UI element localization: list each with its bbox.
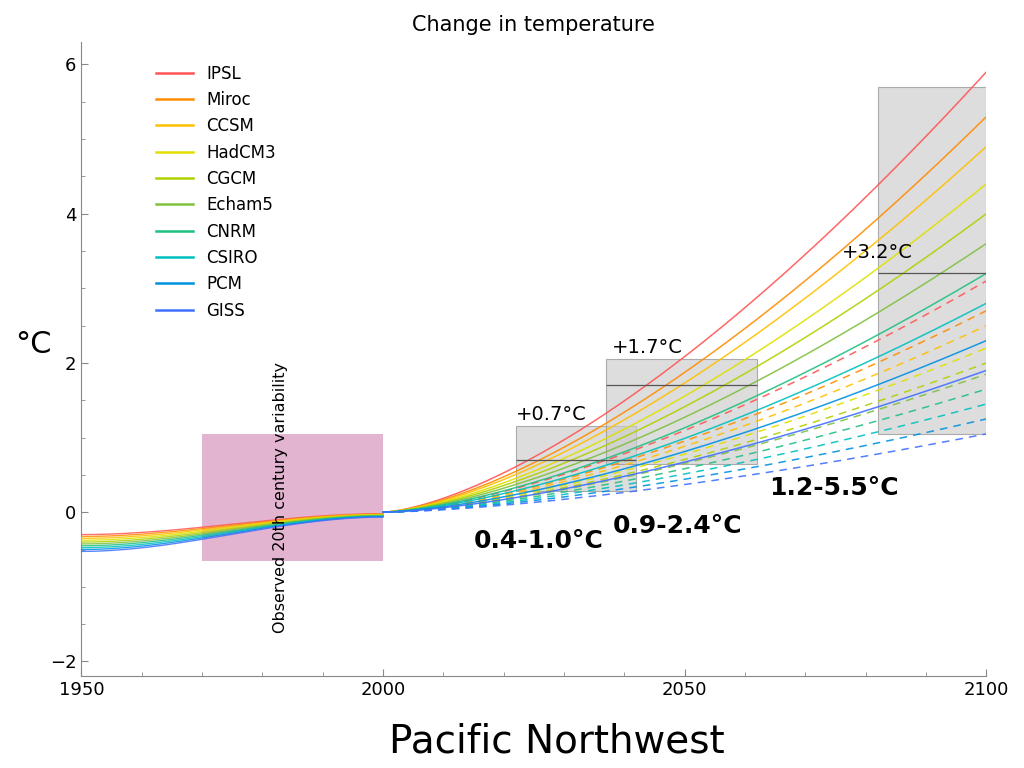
Text: 0.9-2.4°C: 0.9-2.4°C xyxy=(612,514,742,538)
Bar xyxy=(202,434,383,561)
Y-axis label: °C: °C xyxy=(15,330,51,359)
Text: +0.7°C: +0.7°C xyxy=(516,406,587,424)
Text: Pacific Northwest: Pacific Northwest xyxy=(389,723,725,760)
Title: Change in temperature: Change in temperature xyxy=(413,15,655,35)
Bar xyxy=(516,426,636,492)
Bar xyxy=(606,359,757,464)
Text: +3.2°C: +3.2°C xyxy=(842,243,912,262)
Text: Observed 20th century variability: Observed 20th century variability xyxy=(273,362,288,633)
Legend: IPSL, Miroc, CCSM, HadCM3, CGCM, Echam5, CNRM, CSIRO, PCM, GISS: IPSL, Miroc, CCSM, HadCM3, CGCM, Echam5,… xyxy=(150,58,283,326)
Text: 1.2-5.5°C: 1.2-5.5°C xyxy=(769,476,899,500)
Text: 0.4-1.0°C: 0.4-1.0°C xyxy=(473,528,603,552)
Bar xyxy=(878,87,986,434)
Text: +1.7°C: +1.7°C xyxy=(612,338,683,357)
